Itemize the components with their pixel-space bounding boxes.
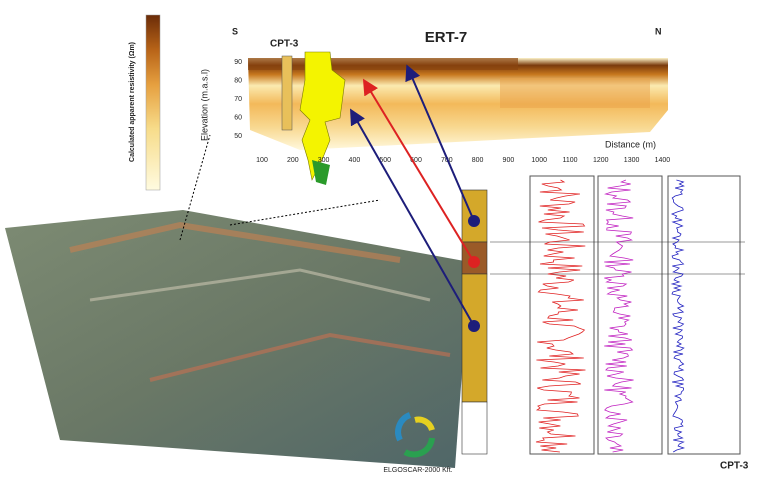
x-tick-label: 1300 [624,157,640,164]
y-axis-title: Elevation (m.a.s.l) [199,69,209,141]
log-curve [604,180,633,452]
y-tick-label: 70 [234,96,242,103]
x-axis-title: Distance (m) [605,139,656,149]
y-tick-label: 90 [234,59,242,66]
x-tick-label: 300 [318,157,330,164]
section-left-end: S [232,26,238,36]
log-curve [536,180,586,452]
x-tick-label: 1400 [655,157,671,164]
x-tick-label: 800 [472,157,484,164]
page: {"section": {"title": "ERT-7", "left_end… [0,0,764,490]
cpt-title: CPT-3 [270,39,299,50]
log-curve [672,180,684,452]
y-tick-label: 80 [234,77,242,84]
y-tick-label: 60 [234,114,242,121]
x-tick-label: 900 [503,157,515,164]
x-tick-label: 200 [287,157,299,164]
layer [462,274,487,402]
colorbar [146,15,160,190]
y-tick-label: 50 [234,133,242,140]
log-panels [490,176,745,454]
figure: Calculated apparent resistivity (Ωm) S N… [0,0,764,490]
conductive-zone [500,78,650,108]
layer [462,402,487,454]
log-frame [668,176,740,454]
leader-line [230,200,380,225]
section-right-end: N [655,26,662,36]
x-tick-label: 100 [256,157,268,164]
colorbar-title: Calculated apparent resistivity (Ωm) [129,42,136,162]
cpt-column-small [282,56,292,130]
section-title: ERT-7 [425,29,468,46]
x-tick-label: 1100 [562,157,577,164]
log-title: CPT-3 [720,461,749,472]
x-tick-label: 1200 [593,157,609,164]
logo-text: ELGOSCAR-2000 Kft. [383,467,452,474]
x-tick-label: 1000 [531,157,547,164]
x-tick-label: 400 [349,157,361,164]
